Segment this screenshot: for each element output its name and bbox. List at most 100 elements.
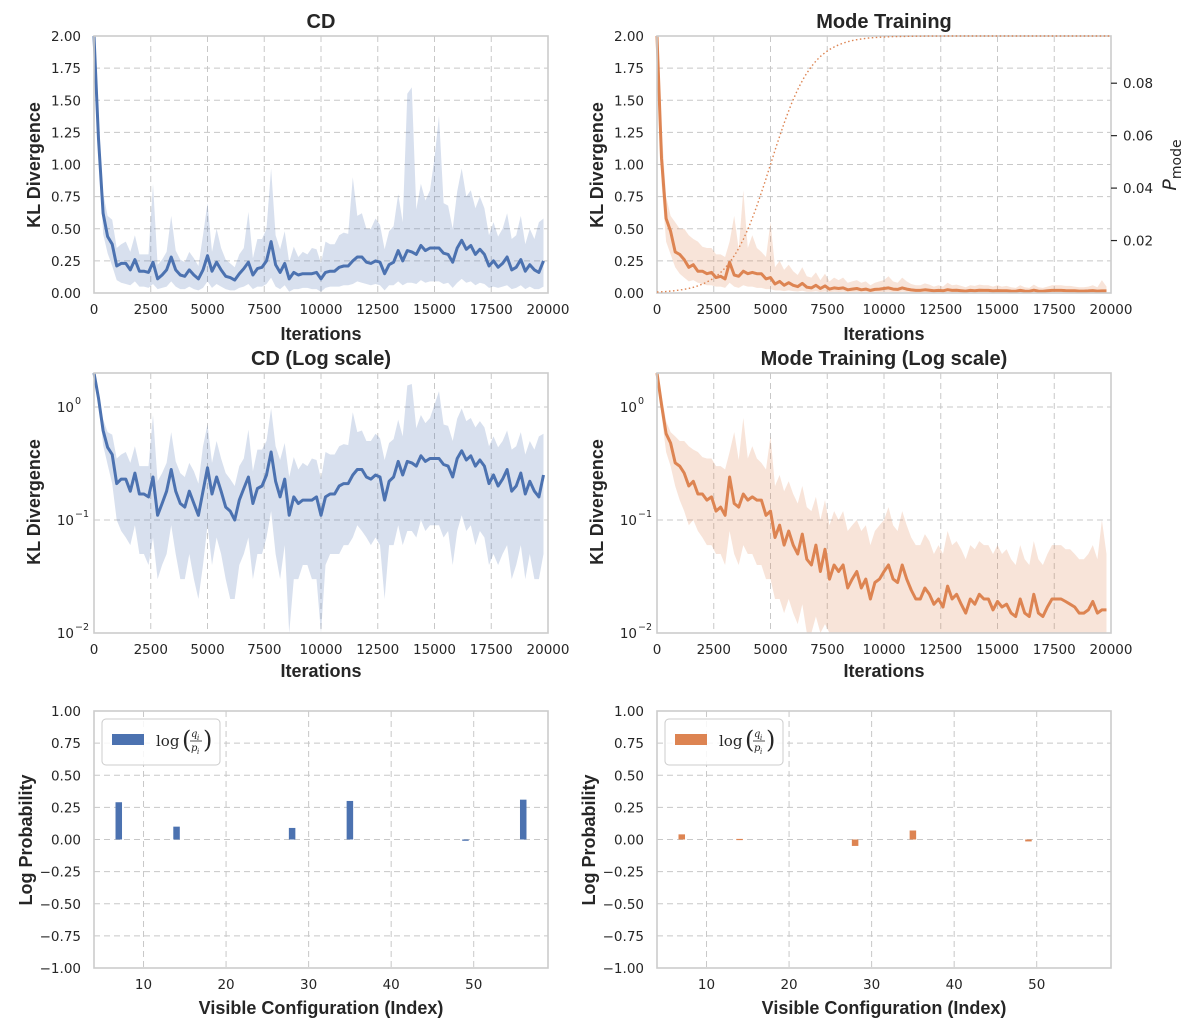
legend-frac-num: q [191,729,197,740]
panel-4-ytick-label: −0.50 [40,897,81,913]
panel-3: 0 2500 5000 7500 10000 12500 15000 17500 20000 10… [620,372,1132,658]
xlabel-cd-log: Iterations [280,661,361,681]
title-mode-log: Mode Training (Log scale) [761,348,1008,370]
title-cd: CD [307,11,336,33]
panel-2-xtick-label: 5000 [190,642,224,658]
panel-1-ytick-label: 1.50 [614,93,644,109]
legend-log-text: log [719,732,743,750]
ylabel-mode: KL Divergence [587,102,607,228]
panel-3-series-line [655,372,1107,618]
legend-box [101,718,221,766]
title-cd-log: CD (Log scale) [251,348,391,370]
panel-5-xtick-label: 10 [698,977,715,993]
panel-0-ytick-label: 0.50 [51,222,81,238]
panel-2-xtick-label: 2500 [134,642,168,658]
legend-frac-num-sub: i [197,734,199,742]
panel-1-ytick-label: 1.75 [614,61,644,77]
panel-2-xtick-label: 0 [90,642,99,658]
panel-4-bar [115,802,123,840]
panel-1-right-tick-label: 0.08 [1123,76,1153,92]
panel-2-ytick-label: 10 [57,626,74,642]
legend-frac-num-sub: i [760,734,762,742]
panel-4-bar [519,799,527,840]
panel-1-xtick-label: 10000 [863,302,906,318]
legend-frac-den: p [191,743,198,754]
panel-3-frame [656,372,1112,634]
legend-frac-num: q [754,729,760,740]
ylabel-cd-log: KL Divergence [24,439,44,565]
panel-3-xtick-label: 2500 [697,642,731,658]
panel-0-xtick-label: 12500 [356,302,399,318]
panel-2-xtick-label: 12500 [356,642,399,658]
panel-0-frame [93,35,549,294]
panel-4-bar [462,839,469,841]
panel-5-ytick-label: 0.25 [614,800,644,816]
panel-3-xtick-label: 12500 [919,642,962,658]
xlabel-bar-cd: Visible Configuration (Index) [199,998,444,1018]
panel-5-bar [678,834,686,840]
panel-5-bar [1025,839,1032,842]
panel-1-xtick-label: 20000 [1090,302,1133,318]
panel-3-ytick-label: 10 [620,626,637,642]
xlabel-bar-mode: Visible Configuration (Index) [762,998,1007,1018]
panel-4-ytick-label: 0.25 [51,800,81,816]
panel-1-xtick-label: 17500 [1033,302,1076,318]
panel-5-ytick-label: −1.00 [603,961,644,977]
panel-3-xtick-label: 17500 [1033,642,1076,658]
ylabel-bar-cd: Log Probability [16,774,36,905]
panel-2-xtick-label: 20000 [527,642,570,658]
panel-2-ytick-label: 10 [57,513,74,529]
panel-1-frame [656,35,1112,294]
panel-1-right-tick-label: 0.06 [1123,129,1153,145]
panel-4-ytick-label: 0.50 [51,768,81,784]
panel-0: 0 2500 5000 7500 10000 12500 15000 17500 20000 0.… [51,29,570,318]
panel-3-ytick-label: 10 [620,513,637,529]
title-mode: Mode Training [816,11,952,33]
panel-4-frame [93,710,549,969]
panel-0-ytick-label: 2.00 [51,29,81,45]
panel-0-ytick-label: 1.00 [51,158,81,174]
panel-1: 0 2500 5000 7500 10000 12500 15000 17500 20000 0.… [614,29,1153,318]
panel-5-xtick-label: 40 [946,977,963,993]
panel-4-ytick-label: −0.75 [40,929,81,945]
panel-5-xtick-label: 20 [780,977,797,993]
legend-frac-den-sub: i [760,748,762,756]
panel-2-ytick-label: 10 [57,400,74,416]
legend-box [664,718,784,766]
panel-5-legend: log(q ip i) [664,718,784,766]
ylabel-cd: KL Divergence [24,102,44,228]
panel-5-ytick-label: −0.25 [603,865,644,881]
panel-4-bar [288,827,296,840]
panel-3-ytick-exp: −2 [638,622,652,633]
panel-3-xtick-label: 10000 [863,642,906,658]
panel-5-bar [909,830,917,840]
panel-1-series-line [655,35,1107,293]
panel-4-xtick-label: 20 [217,977,234,993]
legend-frac-den: p [754,743,761,754]
panel-3-xtick-label: 15000 [976,642,1019,658]
panel-0-ytick-label: 1.75 [51,61,81,77]
panel-4-ytick-label: −0.25 [40,865,81,881]
xlabel-cd: Iterations [280,324,361,344]
panel-4-bar [173,826,180,840]
ylabel-right-pmode: Pmode [1159,139,1185,190]
panel-0-ytick-label: 0.75 [51,190,81,206]
panel-1-xtick-label: 12500 [919,302,962,318]
legend-frac-den-sub: i [197,748,199,756]
panel-0-xtick-label: 20000 [527,302,570,318]
panel-2-ytick-exp: −2 [75,622,89,633]
panel-1-xtick-label: 2500 [697,302,731,318]
panel-4-ytick-label: −1.00 [40,961,81,977]
panel-0-xtick-label: 0 [90,302,99,318]
panel-4-xtick-label: 50 [465,977,482,993]
panel-1-ytick-label: 0.75 [614,190,644,206]
pmode-sub: mode [1169,139,1185,179]
panel-5-xtick-label: 30 [863,977,880,993]
panel-4: 10 20 30 40 50 −1.00 −0.75 −0.50 −0.25 0.00 0.25 0.… [40,704,549,993]
panel-2-ytick-exp: −1 [75,509,89,520]
panel-3-xtick-label: 0 [653,642,662,658]
panel-1-ytick-label: 0.00 [614,286,644,302]
panel-1-ci-band [657,36,1107,293]
panel-1-ytick-label: 0.50 [614,222,644,238]
panel-1-xtick-label: 7500 [810,302,844,318]
